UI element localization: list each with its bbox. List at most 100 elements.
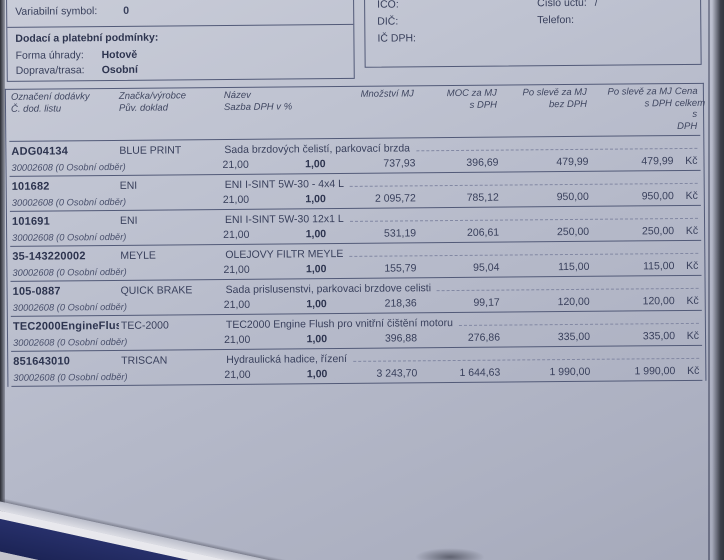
item-price-vat: 1 990,00 bbox=[549, 365, 591, 379]
item-total: 950,00 bbox=[641, 190, 674, 203]
account-label: Číslo účtu: bbox=[537, 0, 587, 10]
table-body: ADG04134 BLUE PRINT Sada brzdových čelis… bbox=[9, 135, 703, 387]
dashed-rule bbox=[415, 147, 698, 152]
header-name-vat: Název Sazba DPH v % bbox=[223, 89, 293, 113]
item-brand: MEYLE bbox=[120, 249, 156, 262]
item-quantity: 1,00 bbox=[305, 228, 327, 241]
item-quantity: 1,00 bbox=[305, 158, 326, 171]
item-code: ADG04134 bbox=[11, 145, 69, 158]
shadow-smudge bbox=[415, 548, 485, 560]
dic-label: DIČ: bbox=[377, 15, 399, 28]
item-sub-reference: 30002608 (0 Osobní odběr) bbox=[12, 301, 128, 313]
variable-symbol-value: 0 bbox=[123, 4, 130, 17]
item-quantity: 1,00 bbox=[305, 193, 326, 206]
item-brand: QUICK BRAKE bbox=[120, 284, 193, 297]
item-quantity: 1,00 bbox=[305, 263, 327, 276]
item-code: 101691 bbox=[11, 215, 50, 228]
header-delivery-code: Označení dodávky Č. dod. listu bbox=[10, 91, 90, 115]
item-price-vat: 120,00 bbox=[557, 295, 590, 309]
item-sub-reference: 30002608 (0 Osobní odběr) bbox=[12, 266, 127, 278]
header-discount-no-vat: Po slevě za MJ bez DPH bbox=[522, 86, 588, 110]
item-total: 120,00 bbox=[642, 295, 675, 308]
item-name: ENI I-SINT 5W-30 12x1 L bbox=[224, 212, 344, 227]
dashed-rule bbox=[349, 252, 699, 257]
item-code: 35-143220002 bbox=[12, 250, 86, 263]
items-table: Označení dodávky Č. dod. listu Značka/výr… bbox=[4, 82, 707, 387]
item-name: TEC2000 Engine Flush pro vnitřní čištění… bbox=[225, 317, 453, 331]
item-brand: TEC-2000 bbox=[120, 319, 169, 332]
table-header-row: Označení dodávky Č. dod. listu Značka/výr… bbox=[8, 83, 706, 142]
item-name: Hydraulická hadice, řízení bbox=[226, 352, 348, 366]
item-price-no-vat: 95,04 bbox=[473, 261, 500, 274]
table-row: 35-143220002 MEYLE OLEJOVY FILTR MEYLE 3… bbox=[10, 240, 702, 282]
item-sub-reference: 30002608 (0 Osobní odběr) bbox=[13, 371, 128, 383]
transport-label: Doprava/trasa: bbox=[15, 64, 85, 77]
item-vat-rate: 21,00 bbox=[222, 158, 249, 172]
table-row: 105-0887 QUICK BRAKE Sada prislusenstvi,… bbox=[10, 275, 702, 317]
item-total: 1 990,00 bbox=[634, 365, 676, 378]
item-price-vat: 950,00 bbox=[556, 190, 589, 204]
paper-edge-line bbox=[708, 0, 710, 560]
item-price-no-vat: 206,61 bbox=[466, 226, 500, 239]
transport-value: Osobní bbox=[101, 63, 138, 77]
item-total: 250,00 bbox=[641, 225, 675, 238]
table-row: 101691 ENI ENI I-SINT 5W-30 12x1 L 30002… bbox=[9, 205, 702, 247]
dashed-rule bbox=[437, 287, 699, 292]
item-moc-price: 531,19 bbox=[383, 227, 417, 240]
item-vat-rate: 21,00 bbox=[223, 228, 250, 242]
item-name: Sada prislusenstvi, parkovaci brzdove ce… bbox=[225, 282, 432, 297]
item-price-no-vat: 785,12 bbox=[466, 191, 499, 204]
item-sub-reference: 30002608 (0 Osobní odběr) bbox=[12, 231, 127, 243]
item-name: Sada brzdových čelistí, parkovací brzda bbox=[224, 142, 411, 157]
header-brand: Značka/výrobce Pův. doklad bbox=[118, 90, 187, 114]
item-code: 101682 bbox=[11, 180, 50, 193]
item-price-no-vat: 99,17 bbox=[473, 296, 500, 309]
item-price-vat: 335,00 bbox=[557, 330, 591, 344]
table-row: ADG04134 BLUE PRINT Sada brzdových čelis… bbox=[9, 135, 701, 177]
payment-method-value: Hotově bbox=[101, 48, 138, 62]
header-total: Cena celkem s DPH bbox=[674, 85, 706, 132]
item-vat-rate: 21,00 bbox=[223, 333, 251, 347]
item-quantity: 1,00 bbox=[306, 368, 328, 381]
item-name: OLEJOVY FILTR MEYLE bbox=[225, 247, 344, 262]
item-quantity: 1,00 bbox=[306, 298, 327, 311]
item-brand: BLUE PRINT bbox=[119, 144, 182, 157]
background-edge-right bbox=[712, 0, 724, 560]
item-currency: Kč bbox=[685, 189, 698, 202]
item-sub-reference: 30002608 (0 Osobní odběr) bbox=[11, 196, 127, 208]
under-document-corner: RA bbox=[0, 484, 312, 560]
item-total: 115,00 bbox=[643, 260, 675, 273]
item-code: 105-0887 bbox=[12, 285, 61, 298]
item-price-no-vat: 1 644,63 bbox=[459, 366, 501, 379]
table-row: 101682 ENI ENI I-SINT 5W-30 - 4x4 L 3000… bbox=[9, 170, 701, 212]
item-brand: TRISCAN bbox=[121, 354, 168, 367]
item-currency: Kč bbox=[686, 294, 699, 307]
item-moc-price: 155,79 bbox=[384, 262, 417, 275]
item-moc-price: 396,88 bbox=[384, 332, 418, 345]
item-vat-rate: 21,00 bbox=[222, 193, 250, 207]
header-moc: MOC za MJ s DPH bbox=[446, 87, 498, 111]
terms-title: Dodací a platební podmínky: bbox=[15, 31, 159, 45]
table-row: 851643010 TRISCAN Hydraulická hadice, ří… bbox=[11, 345, 703, 387]
item-sub-reference: 30002608 (0 Osobní odběr) bbox=[13, 336, 128, 348]
company-ids-box: IČO: DIČ: IČ DPH: Číslo účtu: / Telefon: bbox=[363, 0, 702, 68]
item-price-vat: 115,00 bbox=[558, 260, 590, 274]
item-brand: ENI bbox=[119, 214, 138, 227]
item-quantity: 1,00 bbox=[306, 333, 328, 346]
table-row: TEC2000EngineFlush TEC-2000 TEC2000 Engi… bbox=[10, 310, 703, 352]
item-currency: Kč bbox=[687, 364, 700, 377]
item-moc-price: 3 243,70 bbox=[376, 367, 418, 380]
item-sub-reference: 30002608 (0 Osobní odběr) bbox=[11, 161, 126, 173]
item-total: 335,00 bbox=[642, 330, 676, 343]
item-vat-rate: 21,00 bbox=[223, 263, 250, 277]
item-currency: Kč bbox=[686, 259, 699, 272]
header-quantity: Množství MJ bbox=[360, 88, 414, 100]
dashed-rule bbox=[349, 217, 699, 222]
item-code: 851643010 bbox=[13, 355, 71, 368]
dashed-rule bbox=[349, 182, 698, 187]
item-code: TEC2000EngineFlush bbox=[12, 319, 119, 333]
item-moc-price: 737,93 bbox=[383, 157, 416, 170]
icdph-label: IČ DPH: bbox=[377, 32, 416, 45]
